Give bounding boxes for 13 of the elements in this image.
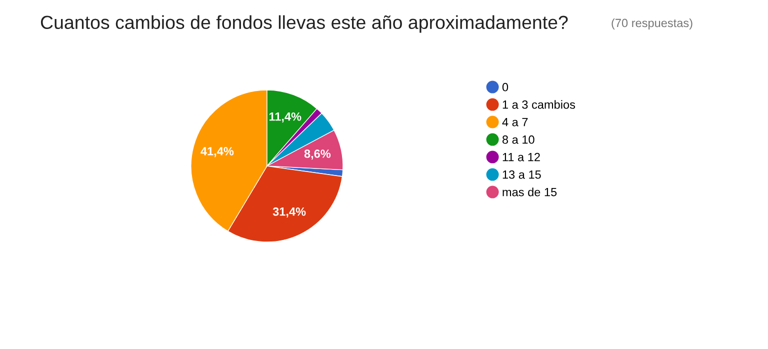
legend-label: mas de 15: [502, 188, 557, 196]
legend-label: 13 a 15: [502, 170, 541, 179]
legend-label: 11 a 12: [502, 152, 540, 162]
data-label: 8,6%: [304, 150, 331, 160]
chart-title: Cuantos cambios de fondos llevas este año aproximadamente?: [40, 15, 568, 33]
data-label: 31,4%: [272, 207, 306, 218]
legend-label: 1 a 3 cambios: [502, 100, 576, 109]
text: (70 respuestas): [612, 18, 692, 30]
legend-label: 4 a 7: [502, 118, 528, 126]
legend-label: 8 a 10: [502, 135, 534, 144]
data-label: 11,4%: [269, 112, 302, 122]
legend-label: 0: [502, 82, 508, 92]
data-label: 41,4%: [200, 147, 234, 158]
